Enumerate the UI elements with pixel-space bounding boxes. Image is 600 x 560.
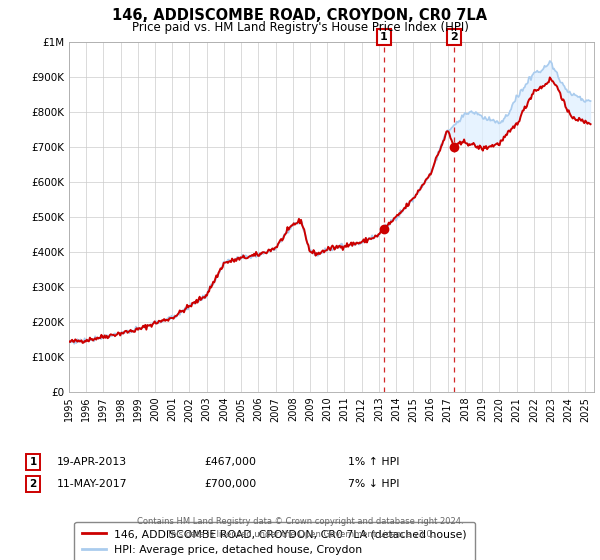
Text: 7% ↓ HPI: 7% ↓ HPI [348,479,400,489]
Text: £700,000: £700,000 [204,479,256,489]
Text: 11-MAY-2017: 11-MAY-2017 [57,479,128,489]
Text: 2: 2 [29,479,37,489]
Text: 2: 2 [450,32,458,42]
Text: 19-APR-2013: 19-APR-2013 [57,457,127,467]
Legend: 146, ADDISCOMBE ROAD, CROYDON, CR0 7LA (detached house), HPI: Average price, det: 146, ADDISCOMBE ROAD, CROYDON, CR0 7LA (… [74,522,475,560]
Text: 1% ↑ HPI: 1% ↑ HPI [348,457,400,467]
Text: Contains HM Land Registry data © Crown copyright and database right 2024.: Contains HM Land Registry data © Crown c… [137,517,463,526]
Text: 146, ADDISCOMBE ROAD, CROYDON, CR0 7LA: 146, ADDISCOMBE ROAD, CROYDON, CR0 7LA [112,8,488,24]
Text: £467,000: £467,000 [204,457,256,467]
Text: Price paid vs. HM Land Registry's House Price Index (HPI): Price paid vs. HM Land Registry's House … [131,21,469,34]
Text: 1: 1 [29,457,37,467]
Text: This data is licensed under the Open Government Licence v3.0.: This data is licensed under the Open Gov… [166,530,434,539]
Text: 1: 1 [380,32,388,42]
